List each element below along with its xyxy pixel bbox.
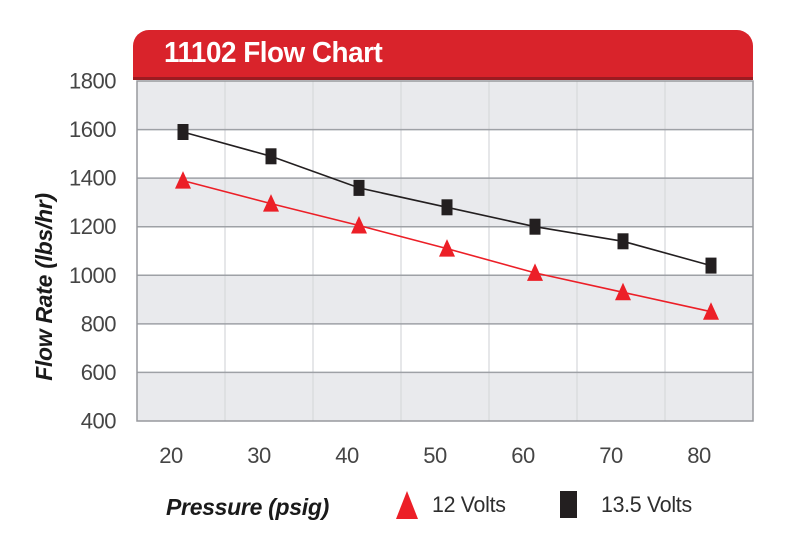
- y-tick-label: 1600: [69, 117, 116, 142]
- chart-title: 11102 Flow Chart: [164, 37, 383, 69]
- plot-band: [137, 275, 753, 324]
- y-tick-label: 600: [81, 360, 116, 385]
- square-marker-icon: [560, 491, 577, 518]
- data-marker-square: [177, 124, 189, 140]
- data-marker-square: [265, 148, 277, 165]
- plot-border: [136, 80, 754, 422]
- y-axis-title: Flow Rate (lbs/hr): [31, 193, 57, 381]
- data-marker-square: [705, 257, 717, 274]
- x-tick-label: 80: [687, 443, 711, 468]
- data-marker-square: [617, 233, 629, 250]
- data-marker-triangle: [703, 302, 719, 320]
- x-axis-title: Pressure (psig): [166, 494, 329, 520]
- x-tick-label: 60: [511, 443, 535, 468]
- x-tick-label: 50: [423, 443, 447, 468]
- x-tick-label: 70: [599, 443, 623, 468]
- data-marker-triangle: [263, 194, 279, 212]
- data-marker-square: [529, 218, 541, 235]
- legend-label: 13.5 Volts: [601, 491, 692, 517]
- y-tick-label: 1000: [69, 263, 116, 288]
- triangle-marker-icon: [396, 491, 418, 519]
- data-marker-triangle: [615, 282, 631, 301]
- legend-item-12-volts: 12 Volts: [396, 491, 508, 519]
- plot-band: [137, 129, 753, 179]
- data-marker-triangle: [175, 171, 191, 189]
- y-tick-label: 800: [81, 311, 116, 336]
- y-tick-label: 1400: [69, 166, 116, 191]
- chart-title-banner: 11102 Flow Chart: [133, 30, 753, 80]
- x-tick-label: 40: [335, 443, 359, 468]
- data-marker-triangle: [351, 216, 367, 234]
- y-tick-label: 400: [81, 409, 116, 434]
- y-tick-label: 1800: [69, 69, 116, 94]
- plot-band: [137, 81, 753, 130]
- legend-item-13-5-volts: 13.5 Volts: [560, 491, 695, 518]
- data-marker-triangle: [527, 263, 543, 281]
- x-tick-label: 30: [247, 443, 271, 468]
- data-marker-square: [441, 199, 453, 216]
- plot-band: [137, 372, 753, 421]
- data-marker-triangle: [439, 239, 455, 257]
- plot-band: [137, 323, 753, 373]
- data-marker-square: [353, 179, 365, 196]
- y-tick-label: 1200: [69, 214, 116, 239]
- legend-label: 12 Volts: [432, 492, 506, 517]
- x-tick-label: 20: [159, 443, 183, 468]
